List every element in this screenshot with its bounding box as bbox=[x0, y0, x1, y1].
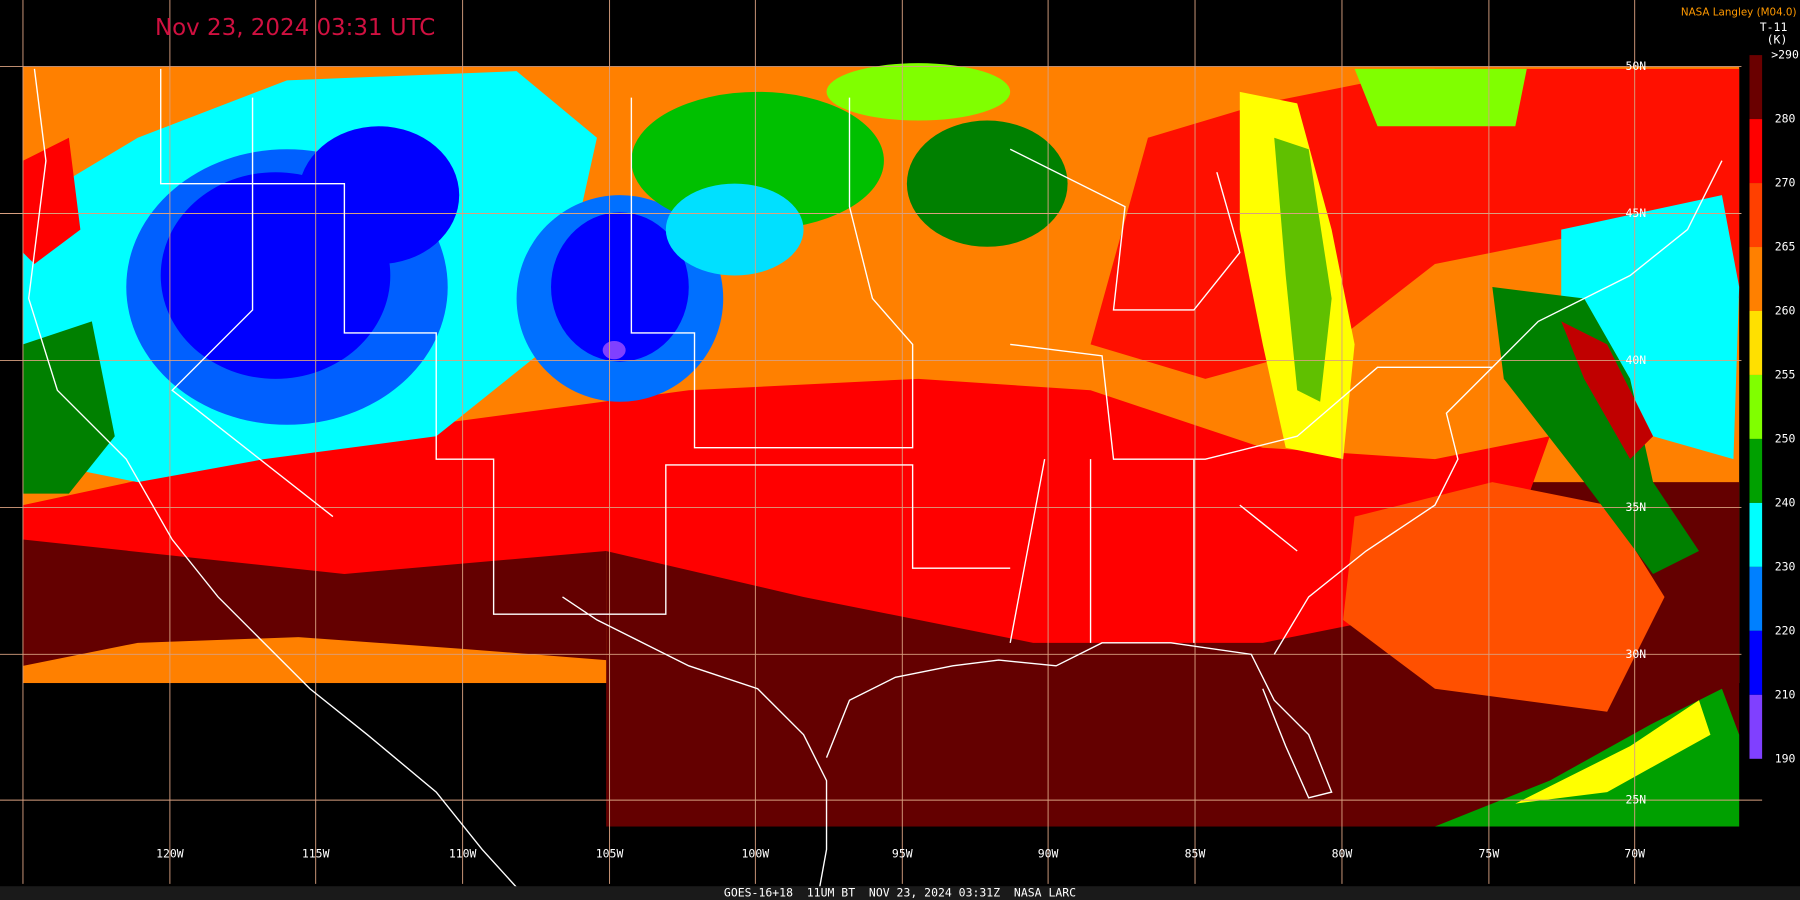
latitude-label: 50N bbox=[1625, 59, 1646, 73]
cloud-field bbox=[1434, 688, 1740, 827]
colorbar-segment bbox=[1749, 310, 1763, 375]
cloud-field bbox=[602, 340, 626, 360]
colorbar-label: 210 bbox=[1775, 687, 1796, 701]
atlantic-coast bbox=[1273, 160, 1723, 655]
timestamp-title: Nov 23, 2024 03:31 UTC bbox=[155, 15, 435, 41]
longitude-label: 75W bbox=[1479, 847, 1500, 861]
great-lakes bbox=[1009, 148, 1241, 311]
imagery bbox=[22, 63, 1740, 827]
cloud-field bbox=[551, 212, 689, 362]
longitude-label: 95W bbox=[892, 847, 913, 861]
colorbar-segment bbox=[1749, 374, 1763, 439]
colorbar-label: 220 bbox=[1775, 623, 1796, 637]
cloud-field bbox=[1515, 700, 1711, 804]
state-lines bbox=[630, 97, 914, 449]
footer-bar bbox=[0, 886, 1800, 900]
cloud-field bbox=[1274, 137, 1332, 402]
latitude-label: 45N bbox=[1625, 206, 1646, 220]
longitude-label: 110W bbox=[449, 847, 477, 861]
longitude-label: 115W bbox=[302, 847, 330, 861]
longitude-label: 80W bbox=[1332, 847, 1353, 861]
colorbar-segment bbox=[1749, 183, 1763, 248]
credit: NASA Langley (M04.0) bbox=[1681, 7, 1797, 19]
cloud-field bbox=[1561, 195, 1740, 460]
cloud-field bbox=[826, 63, 1011, 121]
cloud-field bbox=[1561, 321, 1654, 460]
state-lines bbox=[1010, 343, 1493, 460]
colorbar-label: 270 bbox=[1775, 176, 1796, 190]
cloud-field bbox=[665, 183, 804, 276]
rio-grande bbox=[562, 596, 828, 900]
colorbar-segment bbox=[1749, 694, 1763, 759]
colorbar-label: 250 bbox=[1775, 431, 1796, 445]
colorbar: >290 280 270 265 260 255 250 240 230 220 210 190 bbox=[1741, 45, 1800, 783]
cloud-field bbox=[22, 321, 115, 494]
gulf-coast bbox=[825, 642, 1333, 799]
cloud-field bbox=[906, 120, 1068, 247]
latitude-label: 30N bbox=[1625, 647, 1646, 661]
unit-label: (K) bbox=[1767, 33, 1788, 47]
colorbar-label: 255 bbox=[1775, 367, 1796, 381]
longitude-label: 100W bbox=[742, 847, 770, 861]
longitude-label: 120W bbox=[156, 847, 184, 861]
cloud-field bbox=[1354, 68, 1527, 127]
latitude-label: 40N bbox=[1625, 353, 1646, 367]
colorbar-segment bbox=[1749, 630, 1763, 695]
colorbar-label: 190 bbox=[1775, 751, 1796, 765]
colorbar-segment bbox=[1749, 566, 1763, 631]
colorbar-label: >290 bbox=[1771, 48, 1799, 62]
longitude-label: 85W bbox=[1185, 847, 1206, 861]
footer: GOES-16+18 11UM BT NOV 23, 2024 03:31Z N… bbox=[724, 886, 1076, 900]
colorbar-segment bbox=[1749, 119, 1763, 184]
longitude-label: 70W bbox=[1624, 847, 1645, 861]
colorbar-segment bbox=[1749, 247, 1763, 311]
latitude-label: 35N bbox=[1625, 500, 1646, 514]
cloud-field bbox=[1492, 286, 1699, 574]
colorbar-label: 230 bbox=[1775, 559, 1796, 573]
state-lines bbox=[160, 68, 1011, 615]
state-lines bbox=[171, 97, 334, 518]
latitude-label: 25N bbox=[1625, 793, 1646, 807]
colorbar-segment bbox=[1749, 438, 1763, 503]
longitude-label: 105W bbox=[596, 847, 624, 861]
cloud-field bbox=[298, 126, 460, 265]
graticule: 120W 115W 110W 105W 100W 95W 90W 85W 80W 75W 70W 50… bbox=[0, 0, 1763, 884]
colorbar-label: 280 bbox=[1775, 112, 1796, 126]
coastline bbox=[27, 68, 529, 900]
product-label: T-11 bbox=[1760, 20, 1788, 34]
colorbar-segment bbox=[1749, 55, 1763, 120]
cloud-field bbox=[22, 378, 1550, 643]
boundaries bbox=[27, 68, 1723, 900]
cloud-field bbox=[22, 637, 607, 684]
longitude-label: 90W bbox=[1038, 847, 1059, 861]
colorbar-label: 240 bbox=[1775, 495, 1796, 509]
state-lines bbox=[1009, 459, 1298, 643]
colorbar-segment bbox=[1749, 502, 1763, 567]
colorbar-label: 265 bbox=[1775, 240, 1796, 254]
colorbar-label: 260 bbox=[1775, 303, 1796, 317]
